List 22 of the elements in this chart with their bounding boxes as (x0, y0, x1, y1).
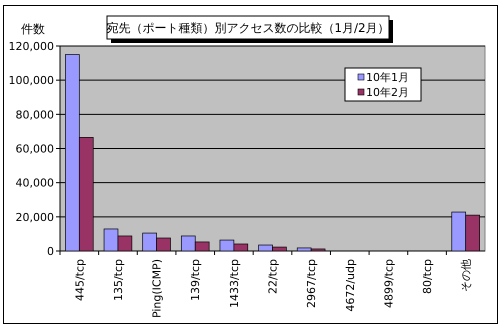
x-tick-label: Ping(ICMP) (150, 259, 164, 318)
y-tick-label: 120,000 (8, 40, 54, 53)
y-tick-label: 20,000 (16, 210, 54, 224)
x-tick-label: 4672/udp (344, 258, 357, 312)
y-axis-title: 件数 (21, 22, 45, 36)
y-tick-label: 100,000 (8, 74, 54, 88)
x-tick-label: 1433/tcp (228, 258, 241, 308)
x-tick-label: 445/tcp (73, 258, 86, 302)
y-tick-label: 0 (47, 245, 54, 258)
x-tick-label: 139/tcp (189, 258, 202, 302)
x-tick-label: 4899/tcp (382, 258, 396, 308)
chart-title: 宛先（ポート種類）別アクセス数の比較（1月/2月） (106, 21, 390, 35)
x-tick-label: 80/tcp (421, 258, 434, 294)
x-tick-label: 135/tcp (112, 258, 125, 302)
x-tick-label: 22/tcp (266, 258, 280, 294)
y-tick-label: 40,000 (16, 176, 54, 190)
x-tick-label: 2967/tcp (305, 258, 318, 308)
legend-label: 10年2月 (366, 86, 409, 99)
y-tick-label: 60,000 (16, 142, 54, 156)
x-tick-label: その他 (460, 259, 473, 292)
y-tick-label: 80,000 (16, 108, 54, 122)
legend-label: 10年1月 (366, 71, 409, 84)
